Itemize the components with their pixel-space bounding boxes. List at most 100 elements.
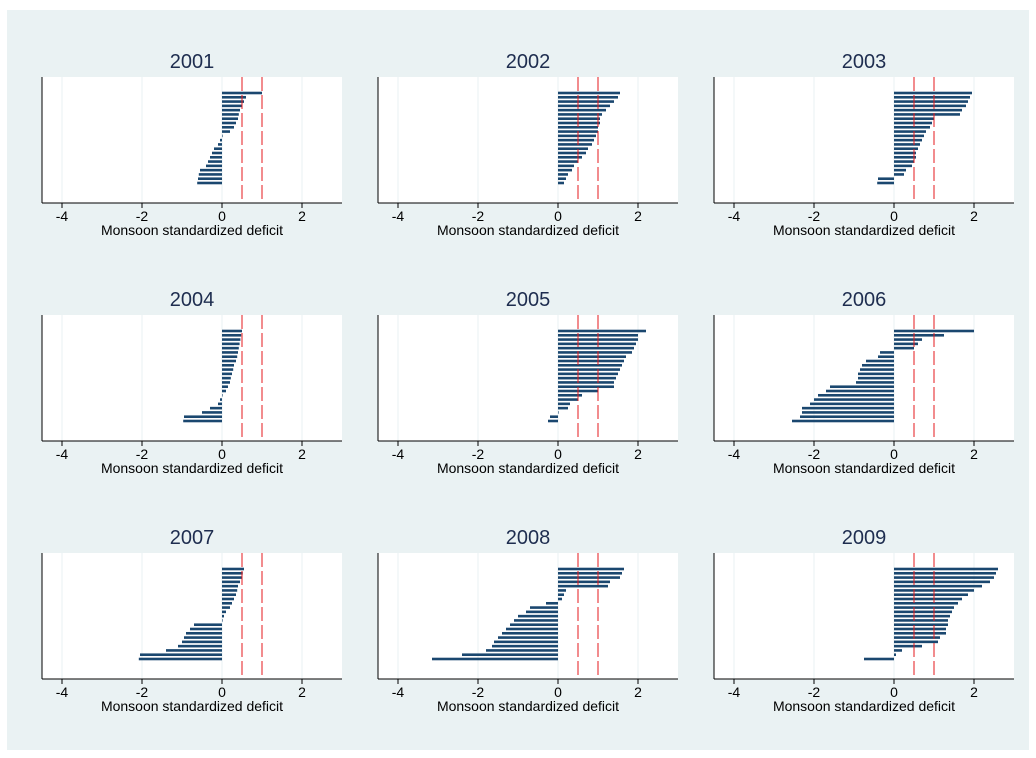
bar bbox=[212, 151, 222, 155]
bar bbox=[222, 614, 224, 618]
bar bbox=[894, 580, 990, 584]
bar bbox=[208, 160, 222, 163]
bar bbox=[558, 108, 606, 112]
bar bbox=[802, 406, 894, 410]
bar bbox=[894, 130, 926, 133]
bar bbox=[894, 113, 960, 116]
bar bbox=[856, 381, 894, 384]
bar bbox=[178, 644, 222, 648]
bar bbox=[222, 385, 228, 389]
bar bbox=[220, 398, 222, 401]
bar bbox=[558, 95, 618, 99]
bar bbox=[826, 389, 894, 393]
bar bbox=[810, 402, 894, 406]
bar bbox=[530, 606, 558, 609]
bar bbox=[198, 173, 222, 176]
bar bbox=[802, 411, 894, 414]
bar bbox=[866, 359, 894, 363]
bar bbox=[558, 125, 598, 129]
panel-title: 2006 bbox=[842, 289, 887, 311]
bar bbox=[462, 653, 558, 657]
x-tick-label: 0 bbox=[218, 208, 226, 224]
bar bbox=[492, 644, 558, 648]
bar bbox=[558, 567, 624, 571]
bar bbox=[894, 627, 946, 631]
bar bbox=[222, 368, 234, 371]
bar bbox=[894, 164, 912, 168]
bar bbox=[558, 173, 568, 176]
bar bbox=[558, 346, 634, 350]
bar bbox=[558, 138, 594, 142]
bar bbox=[432, 657, 558, 661]
bar bbox=[222, 125, 234, 129]
bar bbox=[894, 160, 914, 163]
bar bbox=[894, 342, 918, 346]
bar bbox=[202, 411, 222, 414]
bar bbox=[550, 415, 558, 419]
bar bbox=[860, 368, 894, 371]
bar bbox=[558, 376, 616, 380]
panel-2001: -4 -2 0 2 Monsoon standardized deficit 2001 bbox=[41, 51, 342, 238]
bar bbox=[502, 631, 558, 635]
bar bbox=[558, 359, 624, 363]
x-tick-label: 0 bbox=[554, 684, 562, 700]
bar bbox=[494, 640, 558, 644]
bar bbox=[222, 342, 240, 346]
bar bbox=[194, 623, 222, 627]
x-tick-label: 0 bbox=[890, 684, 898, 700]
x-tick-label: 0 bbox=[218, 446, 226, 462]
panel-2007: -4 -2 0 2 Monsoon standardized deficit 2007 bbox=[41, 527, 342, 714]
bar bbox=[894, 601, 958, 605]
bar bbox=[558, 168, 572, 172]
x-tick-label: -4 bbox=[56, 208, 69, 224]
bar bbox=[214, 147, 222, 151]
bar bbox=[558, 411, 559, 414]
bar bbox=[222, 381, 230, 384]
bar bbox=[210, 155, 222, 159]
x-axis-title: Monsoon standardized deficit bbox=[773, 460, 955, 476]
bar bbox=[800, 415, 894, 419]
bar bbox=[222, 619, 223, 622]
bar bbox=[526, 610, 558, 614]
bar bbox=[894, 91, 972, 95]
bar bbox=[558, 117, 600, 121]
x-axis-title: Monsoon standardized deficit bbox=[101, 222, 283, 238]
x-tick-label: -2 bbox=[136, 684, 149, 700]
plot-region bbox=[378, 315, 678, 441]
bar bbox=[558, 393, 582, 397]
bar bbox=[877, 181, 894, 185]
panel-2003: -4 -2 0 2 Monsoon standardized deficit 2003 bbox=[713, 51, 1014, 238]
bar bbox=[184, 415, 222, 419]
bar bbox=[222, 359, 236, 363]
bar bbox=[140, 653, 222, 657]
bar bbox=[546, 601, 558, 605]
bar bbox=[894, 338, 922, 341]
bar bbox=[222, 567, 244, 571]
bar bbox=[186, 631, 222, 635]
bar bbox=[894, 610, 952, 614]
x-tick-label: 2 bbox=[970, 208, 978, 224]
bar bbox=[222, 113, 239, 116]
bar bbox=[558, 385, 614, 389]
bar bbox=[894, 584, 982, 588]
bar bbox=[818, 393, 894, 397]
x-tick-label: 0 bbox=[554, 208, 562, 224]
bar bbox=[510, 623, 558, 627]
bar bbox=[222, 601, 232, 605]
bar bbox=[558, 181, 564, 185]
panel-2009: -4 -2 0 2 Monsoon standardized deficit 2009 bbox=[713, 527, 1014, 714]
bar bbox=[894, 143, 920, 146]
bar bbox=[222, 372, 232, 376]
bar bbox=[222, 610, 226, 614]
bar bbox=[894, 636, 940, 639]
bar bbox=[486, 649, 558, 652]
bar bbox=[894, 653, 896, 657]
x-tick-label: -2 bbox=[136, 208, 149, 224]
x-tick-label: -2 bbox=[808, 684, 821, 700]
bar bbox=[222, 338, 241, 341]
bar bbox=[222, 580, 240, 584]
bar bbox=[514, 619, 558, 622]
bar bbox=[894, 100, 968, 103]
bar bbox=[894, 614, 950, 618]
